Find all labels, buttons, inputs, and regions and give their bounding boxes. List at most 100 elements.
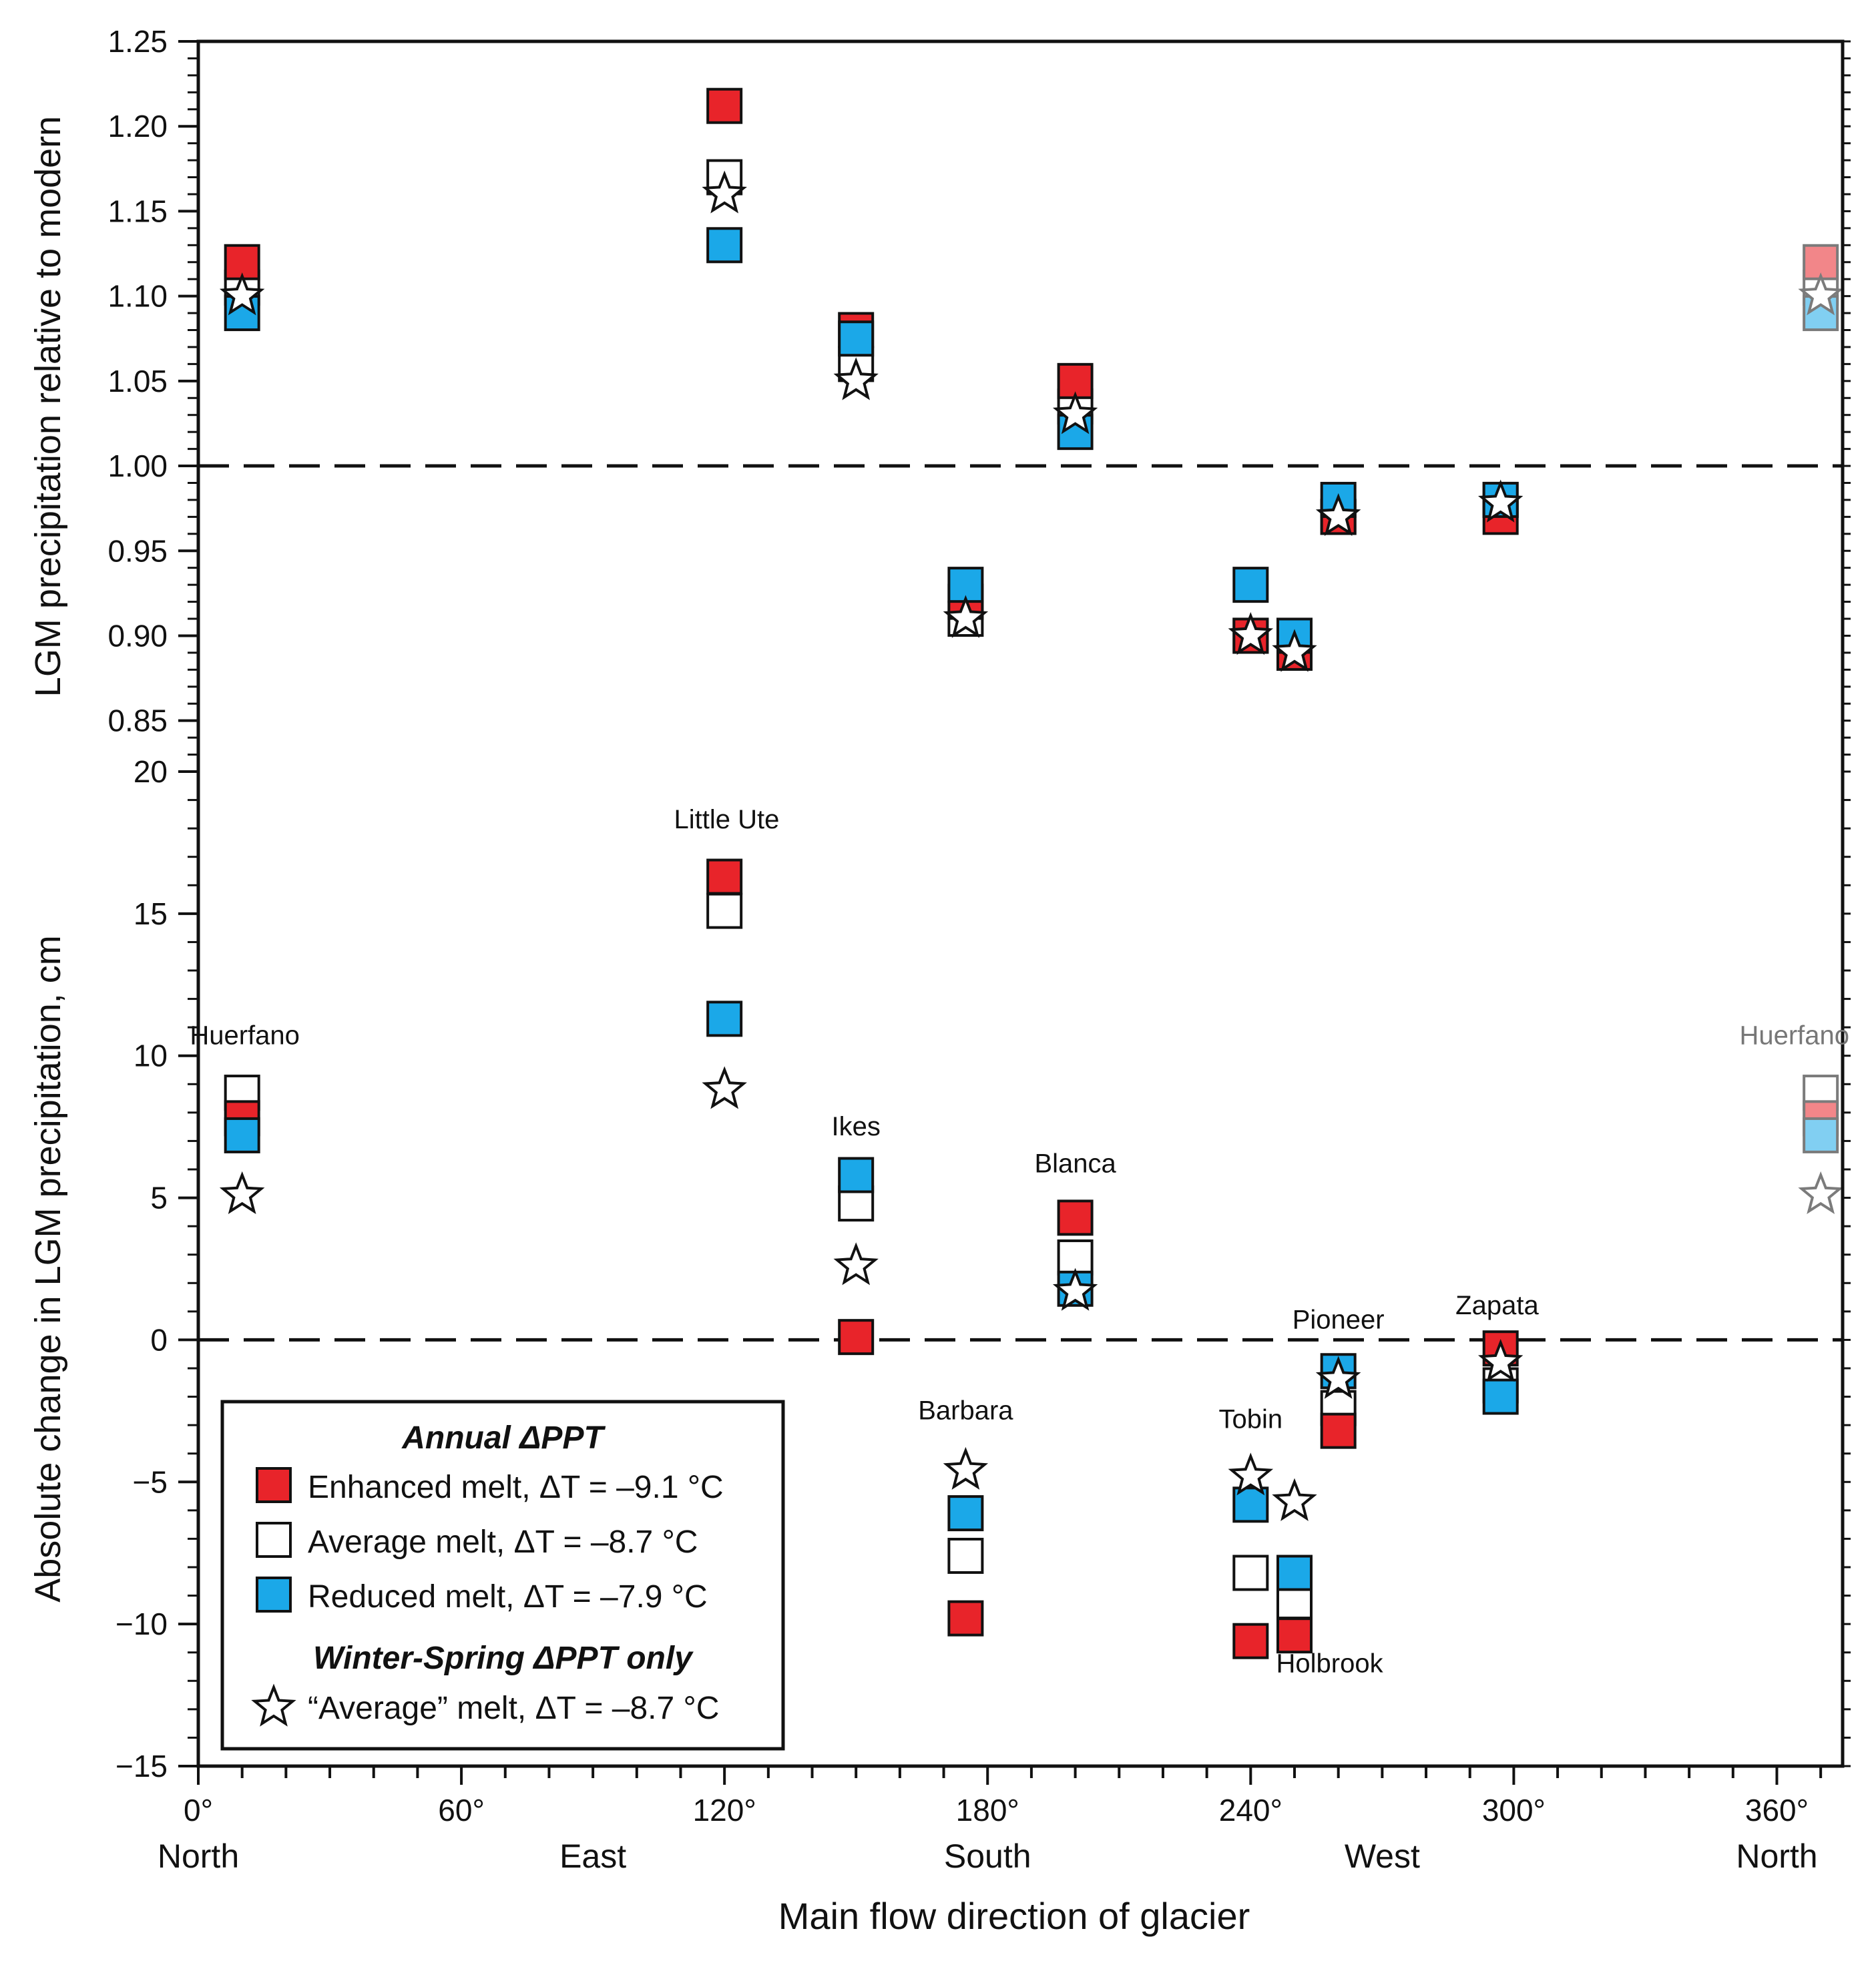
- y-tick-label: 5: [150, 1181, 168, 1215]
- y-tick-label: 0.95: [107, 533, 168, 568]
- point-group-little-ute: [702, 858, 747, 1109]
- legend-winter-title: Winter-Spring ΔPPT only: [313, 1641, 694, 1676]
- y-axis-title-relative: LGM precipitation relative to modern: [28, 116, 68, 697]
- x-tick-label: 120°: [693, 1793, 756, 1828]
- y-tick-label: −10: [115, 1607, 168, 1641]
- legend-enhanced-swatch: [256, 1467, 292, 1503]
- enhanced-marker: [947, 1600, 984, 1637]
- y-tick-label: 1.10: [107, 279, 168, 314]
- enhanced-marker: [1276, 1617, 1313, 1654]
- winter-spring-star-marker: [943, 1446, 989, 1490]
- y-tick-label: 10: [134, 1039, 168, 1073]
- winter-spring-star-marker: [833, 357, 879, 400]
- enhanced-marker: [1057, 1199, 1094, 1236]
- data-markers: [219, 87, 1843, 1659]
- winter-spring-star-marker: [1272, 629, 1317, 672]
- legend-average-label: Average melt, ΔT = –8.7 °C: [308, 1524, 698, 1560]
- point-group-ikes: [833, 1157, 879, 1356]
- x-direction-label: East: [559, 1838, 626, 1875]
- legend-reduced-label: Reduced melt, ΔT = –7.9 °C: [308, 1579, 708, 1615]
- x-direction-label: North: [1736, 1838, 1817, 1875]
- legend-star-icon: [251, 1683, 296, 1727]
- winter-spring-star-marker: [219, 1171, 265, 1215]
- glacier-label: Barbara: [918, 1396, 1013, 1426]
- point-group-huerfano: [219, 244, 265, 332]
- legend-reduced-swatch: [256, 1577, 292, 1613]
- point-group-barbara: [943, 1446, 989, 1637]
- winter-spring-star-marker: [702, 170, 747, 214]
- winter-spring-star-marker: [1798, 272, 1843, 316]
- winter-spring-star-marker: [1272, 1478, 1317, 1521]
- legend-annual-title: Annual ΔPPT: [401, 1420, 606, 1456]
- enhanced-marker: [706, 858, 743, 895]
- y-tick-label: 1.15: [107, 194, 168, 228]
- x-tick-label: 240°: [1219, 1793, 1282, 1828]
- x-tick-label: 360°: [1745, 1793, 1809, 1828]
- enhanced-marker: [1320, 1412, 1357, 1449]
- point-group-huerfano: [1798, 244, 1843, 332]
- winter-spring-star-marker: [702, 1066, 747, 1109]
- x-tick-label: 60°: [438, 1793, 485, 1828]
- reduced-marker: [838, 320, 875, 357]
- winter-spring-star-marker: [1477, 1338, 1523, 1382]
- point-group-ikes: [833, 312, 879, 400]
- winter-spring-star-marker: [1228, 612, 1274, 655]
- y-tick-label: 0.90: [107, 618, 168, 653]
- glacier-label: Little Ute: [674, 805, 780, 834]
- glacier-label: Holbrook: [1276, 1649, 1384, 1679]
- reduced-marker: [706, 1001, 743, 1037]
- winter-spring-star-marker: [1798, 1171, 1843, 1215]
- winter-spring-star-marker: [1477, 479, 1523, 523]
- reduced-marker: [1482, 1378, 1519, 1415]
- y-tick-label: 1.25: [107, 24, 168, 59]
- point-group-pioneer: [1315, 481, 1361, 537]
- point-group-tobin: [1228, 567, 1274, 655]
- winter-spring-star-marker: [1052, 391, 1098, 435]
- point-group-tobin: [1228, 1452, 1274, 1659]
- reduced-marker: [1276, 1555, 1313, 1591]
- point-group-holbrook: [1272, 1478, 1317, 1654]
- legend-box: [220, 1400, 785, 1751]
- x-axis-title: Main flow direction of glacier: [778, 1895, 1250, 1937]
- y-tick-label: 1.20: [107, 109, 168, 144]
- winter-spring-star-marker: [1228, 1452, 1274, 1496]
- glacier-label: Pioneer: [1293, 1305, 1385, 1334]
- y-tick-label: 20: [134, 754, 168, 789]
- glacier-label: Huerfano: [1739, 1021, 1849, 1051]
- glacier-label: Zapata: [1455, 1291, 1539, 1320]
- winter-spring-star-marker: [1052, 1268, 1098, 1311]
- reference-lines: [198, 464, 1843, 1342]
- winter-spring-star-marker: [1315, 1356, 1361, 1399]
- legend-average-swatch: [256, 1522, 292, 1558]
- legend-enhanced-label: Enhanced melt, ΔT = –9.1 °C: [308, 1470, 724, 1505]
- x-direction-label: North: [158, 1838, 239, 1875]
- glacier-label: Huerfano: [190, 1021, 300, 1051]
- point-group-huerfano: [219, 1075, 265, 1215]
- point-group-holbrook: [1272, 617, 1317, 672]
- axes: 0° 60° 120° 180° 240° 300° 360° North East South W…: [28, 24, 1851, 1875]
- x-tick-label: 0°: [184, 1793, 213, 1828]
- winter-spring-star-marker: [833, 1242, 879, 1286]
- y-axis-title-absolute: Absolute change in LGM precipitation, cm: [28, 935, 68, 1603]
- y-tick-label: −5: [133, 1464, 168, 1499]
- winter-spring-star-marker: [943, 595, 989, 638]
- point-group-zapata: [1477, 479, 1523, 535]
- legend-star-label: “Average” melt, ΔT = –8.7 °C: [308, 1691, 719, 1726]
- y-tick-label: 1.00: [107, 449, 168, 483]
- x-direction-label: South: [944, 1838, 1031, 1875]
- point-group-blanca: [1052, 1199, 1098, 1311]
- point-group-blanca: [1052, 362, 1098, 451]
- average-marker: [1232, 1555, 1269, 1591]
- point-group-little-ute: [702, 87, 747, 264]
- glacier-label: Ikes: [832, 1112, 881, 1141]
- reduced-marker: [706, 227, 743, 264]
- average-marker: [947, 1537, 984, 1574]
- legend: Annual ΔPPT Enhanced melt, ΔT = –9.1 °C Av…: [220, 1400, 785, 1751]
- glacier-labels: Huerfano Little Ute Ikes Blanca Barbara Tobin…: [190, 805, 1849, 1678]
- reduced-marker: [1232, 567, 1269, 603]
- y-tick-label: 15: [134, 896, 168, 931]
- glacier-label: Tobin: [1219, 1404, 1283, 1434]
- reduced-marker: [1803, 1117, 1839, 1153]
- y-tick-label: 0.85: [107, 704, 168, 738]
